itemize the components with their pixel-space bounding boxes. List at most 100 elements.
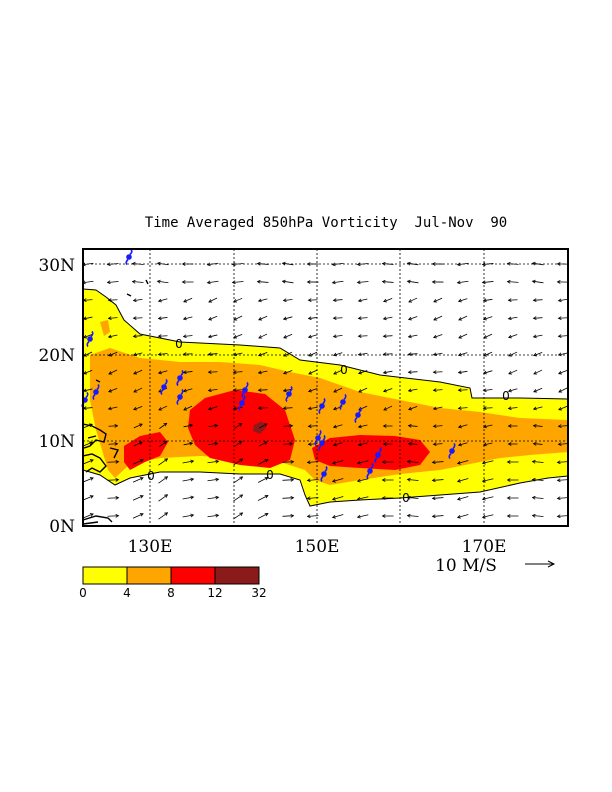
wind-vector-arrow — [531, 495, 544, 500]
wind-vector-arrow — [181, 280, 194, 284]
wind-vector-arrow — [432, 424, 443, 429]
wind-vector-arrow — [231, 280, 244, 285]
wind-vector-arrow — [306, 460, 319, 465]
wind-vector-arrow — [533, 352, 543, 357]
wind-vector-arrow — [232, 406, 243, 411]
wind-vector-arrow — [83, 495, 94, 501]
wind-vector-arrow — [508, 369, 518, 375]
wind-vector-arrow — [182, 388, 193, 393]
tropical-storm-icon — [314, 429, 322, 447]
wind-vector-arrow — [333, 369, 343, 375]
wind-vector-arrow — [531, 261, 544, 266]
wind-vector-arrow — [156, 279, 169, 284]
lon-label-130e: 130E — [128, 537, 173, 557]
wind-vector-arrow — [132, 477, 144, 483]
contour-label: 0 — [340, 363, 348, 377]
wind-vector-arrow — [307, 334, 318, 339]
wind-vector-arrow — [332, 352, 343, 357]
wind-vector-arrow — [332, 424, 343, 429]
wind-vector-arrow — [532, 441, 543, 446]
wind-vector-arrow — [257, 477, 269, 483]
wind-vector-arrow — [383, 405, 393, 411]
wind-vector-arrow — [382, 388, 393, 393]
lon-label-170e: 170E — [462, 537, 507, 557]
vector-scale-label: 10 M/S — [435, 556, 497, 576]
wind-vector-arrow — [208, 315, 218, 321]
wind-vector-arrow — [407, 370, 418, 375]
wind-vector-arrow — [233, 315, 243, 321]
wind-vector-arrow — [256, 261, 269, 266]
wind-vector-arrow — [332, 442, 343, 447]
coastline-island-2 — [126, 293, 132, 297]
tropical-storm-icon — [366, 462, 374, 480]
wind-vector-arrow — [108, 351, 118, 357]
coastline-island-1 — [145, 279, 149, 285]
contour-label: 0 — [266, 468, 274, 482]
wind-vector-arrow — [282, 370, 293, 375]
wind-vector-arrow — [506, 478, 519, 482]
wind-vector-arrow — [331, 478, 344, 483]
contour-label: 0 — [502, 389, 510, 403]
wind-vector-arrow — [183, 405, 193, 411]
wind-vector-arrow — [382, 352, 393, 356]
wind-vector-arrow — [432, 388, 443, 393]
wind-vector-arrow — [107, 477, 120, 482]
tropical-storm-icon — [160, 378, 168, 396]
wind-vector-arrow — [83, 262, 94, 267]
wind-vector-arrow — [258, 352, 268, 357]
wind-vector-arrow — [131, 261, 144, 266]
wind-vector-arrow — [257, 370, 268, 375]
wind-vector-arrow — [207, 370, 218, 374]
contour-label: 0 — [402, 491, 410, 505]
wind-vector-arrow — [557, 352, 568, 357]
tropical-storm-icon — [318, 434, 326, 452]
wind-vector-arrow — [132, 298, 143, 303]
wind-vector-arrow — [556, 514, 568, 519]
wind-vector-arrow — [457, 442, 468, 447]
wind-vector-arrow — [257, 298, 268, 303]
colorbar-box-0 — [82, 566, 128, 585]
wind-vector-arrow — [406, 279, 419, 284]
wind-vector-arrow — [506, 261, 519, 266]
wind-vector-arrow — [406, 513, 419, 518]
wind-vector-arrow — [456, 460, 469, 465]
wind-vector-arrow — [357, 424, 368, 429]
wind-vector-arrow — [207, 352, 218, 357]
wind-vector-arrow — [282, 298, 293, 303]
wind-vector-arrow — [332, 316, 343, 320]
wind-vector-arrow — [307, 316, 318, 321]
wind-vector-arrow — [458, 333, 468, 339]
wind-vector-arrow — [557, 334, 568, 339]
wind-vector-arrow — [108, 442, 119, 446]
wind-vector-arrow — [306, 262, 319, 266]
wind-vector-arrow — [182, 334, 193, 339]
wind-vector-arrow — [159, 422, 168, 429]
wind-vector-arrow — [107, 298, 118, 302]
wind-vector-arrow — [182, 316, 193, 321]
wind-vector-arrow — [257, 406, 268, 411]
wind-vector-arrow — [406, 261, 419, 266]
wind-vector-arrow — [283, 333, 293, 339]
wind-vector-arrow — [408, 406, 418, 411]
wind-vector-arrow — [432, 370, 443, 374]
wind-vector-arrow — [382, 334, 393, 339]
wind-vector-arrow — [432, 442, 443, 447]
wind-vector-arrow — [556, 478, 568, 483]
wind-vector-arrow — [482, 388, 493, 393]
wind-vector-arrow — [481, 514, 494, 519]
wind-vector-arrow — [132, 513, 144, 519]
wind-vector-arrow — [208, 297, 218, 303]
wind-vector-arrow — [532, 406, 543, 411]
wind-vector-arrow — [482, 424, 493, 429]
coastline-new-guinea — [83, 515, 113, 525]
wind-vector-arrow — [281, 261, 294, 266]
wind-vector-arrow — [383, 298, 393, 303]
wind-vector-arrow — [381, 261, 394, 266]
wind-vector-arrow — [531, 513, 544, 518]
map-title: Time Averaged 850hPa Vorticity Jul-Nov 9… — [145, 215, 507, 231]
wind-vector-arrow — [533, 387, 543, 393]
colorbar-box-1 — [126, 566, 172, 585]
wind-vector-arrow — [356, 514, 369, 519]
wind-vector-arrow — [207, 513, 220, 518]
